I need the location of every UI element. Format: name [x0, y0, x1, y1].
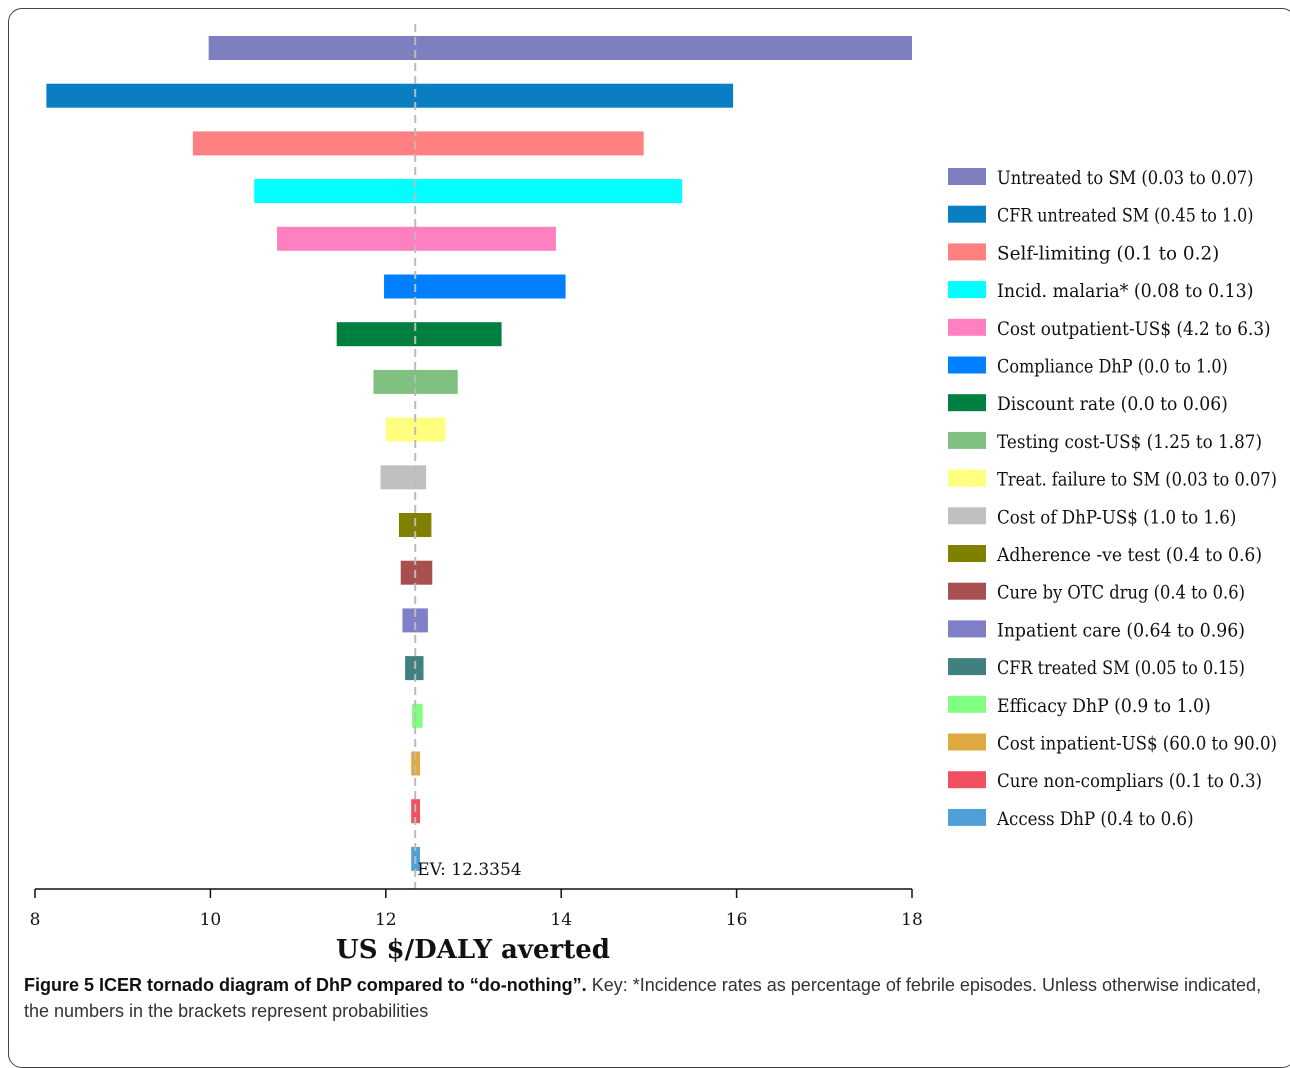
- legend-label-12: Inpatient care (0.64 to 0.96): [997, 619, 1245, 641]
- legend-label-7: Testing cost-US$ (1.25 to 1.87): [997, 431, 1262, 453]
- legend-swatch-16: [948, 771, 986, 789]
- legend-swatch-14: [948, 695, 986, 713]
- legend-label-11: Cure by OTC drug (0.4 to 0.6): [997, 582, 1245, 604]
- x-tick-label-1: 10: [200, 910, 222, 930]
- bar-6: [336, 322, 502, 347]
- tornado-chart: EV: 12.3354 8 10 12 14 16 18 US $/DALY averte…: [30, 24, 1277, 965]
- legend-label-15: Cost inpatient-US$ (60.0 to 90.0): [997, 733, 1277, 755]
- bar-11: [400, 560, 433, 585]
- legend-swatch-17: [948, 808, 986, 826]
- legend: Untreated to SM (0.03 to 0.07) CFR untrea…: [948, 167, 1277, 830]
- legend-swatch-9: [948, 507, 986, 525]
- legend-swatch-10: [948, 545, 986, 562]
- legend-swatch-15: [948, 733, 986, 751]
- caption-body: Key: *Incidence rates as percentage of f…: [24, 975, 1262, 1021]
- bar-0: [208, 36, 912, 60]
- legend-label-5: Compliance DhP (0.0 to 1.0): [997, 356, 1228, 378]
- bar-4: [277, 226, 556, 251]
- x-axis-label: US $/DALY averted: [336, 935, 610, 965]
- legend-label-6: Discount rate (0.0 to 0.06): [997, 393, 1228, 415]
- expected-value-label: EV: 12.3354: [417, 860, 521, 880]
- legend-label-1: CFR untreated SM (0.45 to 1.0): [997, 205, 1254, 227]
- x-tick-label-5: 18: [901, 910, 923, 930]
- legend-label-14: Efficacy DhP (0.9 to 1.0): [997, 695, 1211, 717]
- legend-swatch-11: [948, 582, 986, 600]
- legend-swatch-2: [948, 243, 986, 261]
- x-tick-label-4: 16: [726, 910, 748, 930]
- bar-15: [411, 751, 421, 776]
- caption-title: Figure 5 ICER tornado diagram of DhP com…: [24, 975, 587, 995]
- figure-caption: Figure 5 ICER tornado diagram of DhP com…: [24, 972, 1274, 1024]
- legend-label-4: Cost outpatient-US$ (4.2 to 6.3): [997, 318, 1271, 340]
- x-axis: 8 10 12 14 16 18: [30, 888, 923, 930]
- legend-label-8: Treat. failure to SM (0.03 to 0.07): [997, 469, 1277, 491]
- x-tick-label-2: 12: [375, 910, 397, 930]
- bars-layer: [46, 36, 912, 871]
- legend-label-2: Self-limiting (0.1 to 0.2): [997, 242, 1219, 264]
- legend-label-9: Cost of DhP-US$ (1.0 to 1.6): [997, 506, 1236, 528]
- legend-swatch-13: [948, 658, 986, 676]
- legend-swatch-4: [948, 318, 986, 336]
- legend-label-0: Untreated to SM (0.03 to 0.07): [997, 167, 1254, 189]
- legend-swatch-5: [948, 356, 986, 374]
- legend-swatch-0: [948, 168, 986, 185]
- legend-swatch-3: [948, 281, 986, 299]
- x-tick-label-3: 14: [550, 910, 572, 930]
- legend-label-13: CFR treated SM (0.05 to 0.15): [997, 657, 1245, 679]
- legend-swatch-1: [948, 205, 986, 223]
- x-tick-label-0: 8: [30, 910, 41, 930]
- legend-swatch-12: [948, 620, 986, 638]
- legend-label-17: Access DhP (0.4 to 0.6): [996, 808, 1194, 830]
- bar-1: [46, 83, 734, 108]
- bar-5: [384, 274, 566, 299]
- legend-swatch-8: [948, 469, 986, 487]
- bar-3: [254, 179, 683, 204]
- legend-swatch-7: [948, 431, 986, 449]
- bar-9: [380, 465, 427, 490]
- legend-label-16: Cure non-compliars (0.1 to 0.3): [997, 770, 1262, 792]
- legend-label-10: Adherence -ve test (0.4 to 0.6): [996, 544, 1262, 566]
- bar-2: [192, 131, 644, 156]
- bar-14: [412, 703, 423, 728]
- legend-swatch-6: [948, 394, 986, 412]
- legend-label-3: Incid. malaria* (0.08 to 0.13): [997, 280, 1254, 302]
